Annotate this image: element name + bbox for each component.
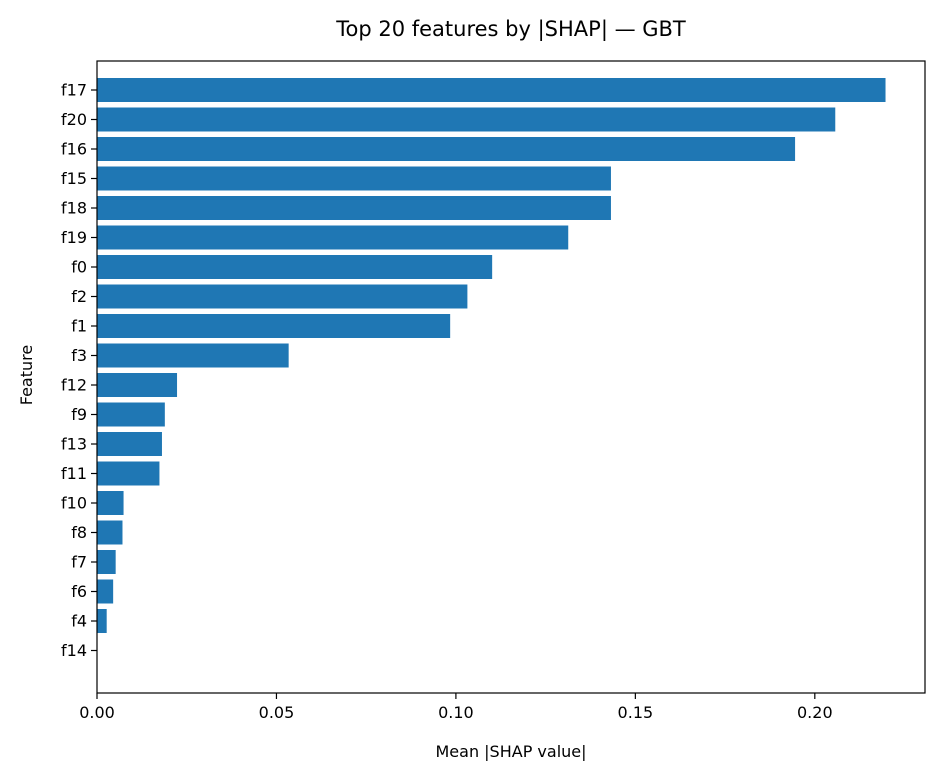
bar-f18 <box>97 196 611 220</box>
chart-title: Top 20 features by |SHAP| — GBT <box>335 17 686 42</box>
y-tick-label: f14 <box>61 641 87 660</box>
x-tick-label: 0.10 <box>438 703 474 722</box>
bar-f6 <box>97 579 114 604</box>
y-ticks-layer: f17 f20 f16 f15 f18 f19 f0 f2 f1 f3 f12 f9 f13 f11 f10… <box>61 81 97 660</box>
y-tick-label: f15 <box>61 169 87 188</box>
bar-f13 <box>97 432 162 456</box>
bar-f0 <box>97 255 493 279</box>
x-tick-label: 0.00 <box>79 703 115 722</box>
bar-f16 <box>97 137 796 161</box>
bar-f2 <box>97 284 468 309</box>
bar-f4 <box>97 609 107 633</box>
y-tick-label: f0 <box>71 258 87 277</box>
y-tick-label: f11 <box>61 464 87 483</box>
y-tick-label: f10 <box>61 494 87 513</box>
bar-f19 <box>97 225 569 250</box>
y-tick-label: f1 <box>71 317 87 336</box>
x-tick-label: 0.20 <box>797 703 833 722</box>
y-tick-label: f8 <box>71 523 87 542</box>
bars-layer <box>97 78 886 633</box>
x-ticks-layer: 0.00 0.05 0.10 0.15 0.20 <box>79 693 833 722</box>
y-tick-label: f2 <box>71 287 87 306</box>
x-axis-label: Mean |SHAP value| <box>435 742 586 761</box>
y-tick-label: f16 <box>61 140 87 159</box>
y-tick-label: f6 <box>71 582 87 601</box>
y-tick-label: f4 <box>71 612 87 631</box>
x-tick-label: 0.05 <box>259 703 295 722</box>
plot-frame <box>96 60 926 694</box>
bar-f15 <box>97 166 611 191</box>
bar-f12 <box>97 373 178 397</box>
bar-f3 <box>97 343 289 368</box>
y-tick-label: f18 <box>61 199 87 218</box>
bar-f17 <box>97 78 886 102</box>
bar-f1 <box>97 314 451 338</box>
bar-f10 <box>97 491 124 515</box>
y-tick-label: f9 <box>71 405 87 424</box>
y-tick-label: f13 <box>61 435 87 454</box>
y-tick-label: f7 <box>71 553 87 572</box>
x-tick-label: 0.15 <box>618 703 654 722</box>
bar-f11 <box>97 461 160 486</box>
y-axis-label: Feature <box>17 345 36 405</box>
y-tick-label: f3 <box>71 346 87 365</box>
y-tick-label: f19 <box>61 228 87 247</box>
bar-f8 <box>97 520 123 545</box>
y-tick-label: f17 <box>61 81 87 100</box>
bar-f9 <box>97 402 165 427</box>
y-tick-label: f20 <box>61 110 87 129</box>
y-tick-label: f12 <box>61 376 87 395</box>
bar-f7 <box>97 550 116 574</box>
bar-f20 <box>97 107 836 132</box>
